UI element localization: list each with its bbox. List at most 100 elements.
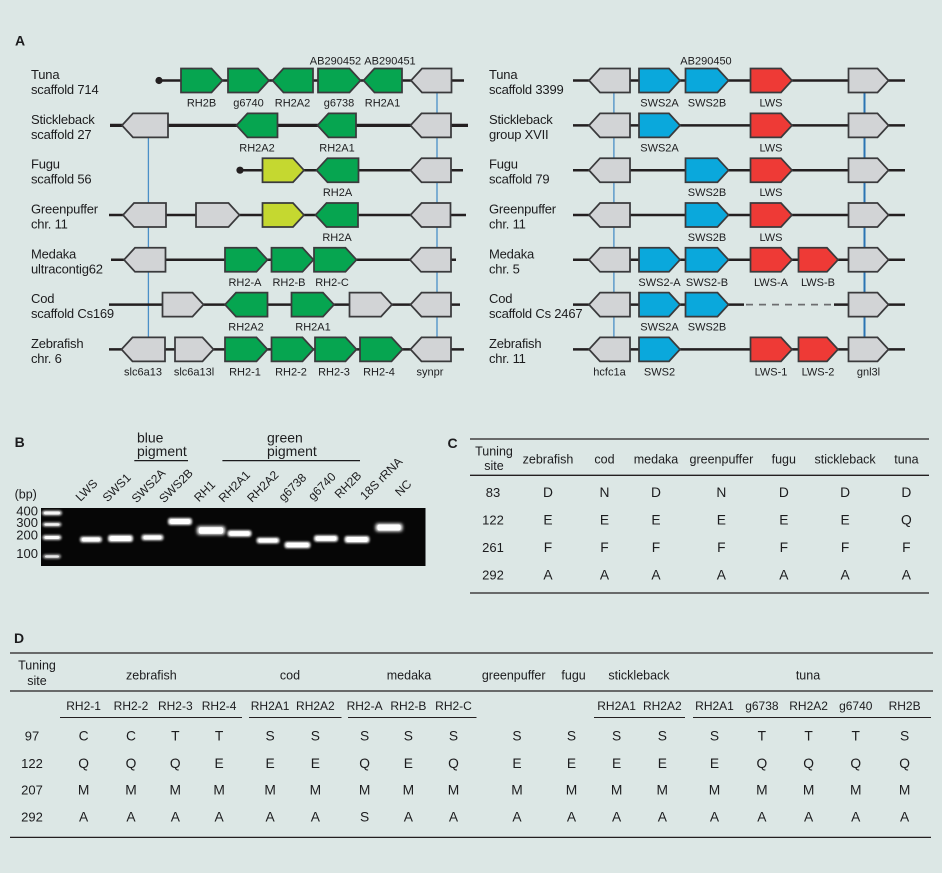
svg-text:A: A [851, 809, 861, 824]
svg-text:A: A [710, 809, 720, 824]
svg-text:Zebrafish: Zebrafish [31, 336, 83, 351]
svg-text:200: 200 [16, 528, 38, 543]
svg-text:scaffold 79: scaffold 79 [489, 172, 549, 187]
svg-text:cod: cod [594, 453, 614, 467]
svg-text:scaffold 27: scaffold 27 [31, 127, 91, 142]
svg-text:A: A [717, 567, 727, 582]
svg-text:S: S [567, 729, 576, 744]
svg-text:A: A [512, 809, 522, 824]
svg-text:tuna: tuna [894, 453, 918, 467]
svg-text:M: M [511, 782, 523, 797]
svg-text:M: M [448, 782, 460, 797]
svg-text:green: green [267, 430, 303, 446]
svg-text:S: S [311, 729, 320, 744]
svg-text:S: S [512, 729, 521, 744]
svg-text:Cod: Cod [489, 291, 512, 306]
svg-text:RH2A2: RH2A2 [239, 142, 274, 154]
svg-text:medaka: medaka [387, 669, 432, 683]
svg-text:S: S [710, 729, 719, 744]
svg-text:RH2-1: RH2-1 [66, 699, 101, 713]
svg-text:S: S [404, 729, 413, 744]
svg-text:scaffold 56: scaffold 56 [31, 172, 91, 187]
svg-text:slc6a13: slc6a13 [124, 366, 162, 378]
svg-text:M: M [403, 782, 415, 797]
svg-text:F: F [600, 540, 608, 555]
svg-text:N: N [600, 485, 610, 500]
svg-text:RH2-1: RH2-1 [229, 366, 261, 378]
svg-text:122: 122 [21, 756, 43, 771]
svg-text:RH2B: RH2B [889, 699, 921, 713]
svg-text:Q: Q [448, 756, 459, 771]
svg-text:M: M [566, 782, 578, 797]
svg-text:M: M [78, 782, 90, 797]
svg-text:RH2-3: RH2-3 [158, 699, 193, 713]
svg-text:D: D [779, 485, 789, 500]
svg-text:RH2-4: RH2-4 [363, 366, 395, 378]
svg-text:LWS-A: LWS-A [754, 277, 789, 289]
svg-text:83: 83 [486, 485, 500, 500]
svg-text:SWS2B: SWS2B [688, 98, 727, 110]
svg-text:F: F [841, 540, 849, 555]
svg-text:Q: Q [757, 756, 768, 771]
svg-text:scaffold Cs 2467: scaffold Cs 2467 [489, 306, 582, 321]
svg-text:E: E [658, 756, 667, 771]
svg-text:SWS2A: SWS2A [640, 322, 679, 334]
svg-text:Medaka: Medaka [31, 246, 77, 261]
svg-text:RH2A: RH2A [323, 187, 353, 199]
svg-text:SWS2-B: SWS2-B [686, 277, 728, 289]
svg-text:F: F [544, 540, 552, 555]
svg-text:Q: Q [901, 513, 912, 528]
svg-text:RH2-C: RH2-C [435, 699, 472, 713]
svg-text:AB290451: AB290451 [364, 56, 415, 68]
svg-text:RH2A2: RH2A2 [296, 699, 335, 713]
svg-text:261: 261 [482, 540, 504, 555]
svg-text:E: E [214, 756, 223, 771]
svg-text:T: T [758, 729, 767, 744]
svg-text:g6740: g6740 [839, 699, 873, 713]
svg-text:E: E [265, 756, 274, 771]
svg-text:SWS2B: SWS2B [688, 322, 727, 334]
svg-text:M: M [170, 782, 182, 797]
svg-text:A: A [612, 809, 622, 824]
svg-text:M: M [756, 782, 768, 797]
svg-text:Q: Q [850, 756, 861, 771]
svg-text:fugu: fugu [772, 453, 796, 467]
svg-text:RH2-A: RH2-A [347, 699, 383, 713]
svg-text:F: F [717, 540, 725, 555]
svg-text:AB290452: AB290452 [310, 56, 361, 68]
svg-text:SWS2A: SWS2A [640, 142, 679, 154]
svg-text:chr. 11: chr. 11 [31, 217, 68, 232]
svg-text:M: M [709, 782, 721, 797]
svg-text:g6740: g6740 [233, 98, 264, 110]
svg-text:LWS: LWS [759, 187, 782, 199]
svg-text:Medaka: Medaka [489, 246, 535, 261]
svg-text:A: A [449, 809, 459, 824]
svg-text:RH2A1: RH2A1 [295, 322, 330, 334]
svg-text:Fugu: Fugu [489, 157, 518, 172]
svg-text:A: A [171, 809, 181, 824]
svg-text:F: F [652, 540, 660, 555]
svg-text:A: A [79, 809, 89, 824]
svg-text:Q: Q [899, 756, 910, 771]
svg-text:ultracontig62: ultracontig62 [31, 261, 103, 276]
svg-text:E: E [779, 513, 788, 528]
svg-text:A: A [804, 809, 814, 824]
svg-text:g6738: g6738 [324, 98, 355, 110]
svg-text:N: N [716, 485, 726, 500]
svg-text:S: S [612, 729, 621, 744]
svg-text:M: M [803, 782, 815, 797]
svg-text:Zebrafish: Zebrafish [489, 336, 541, 351]
svg-text:site: site [484, 459, 504, 473]
svg-text:Fugu: Fugu [31, 157, 60, 172]
svg-text:Greenpuffer: Greenpuffer [489, 202, 557, 217]
svg-text:A: A [265, 809, 275, 824]
svg-text:RH2-B: RH2-B [390, 699, 426, 713]
svg-text:A: A [757, 809, 767, 824]
svg-text:hcfc1a: hcfc1a [593, 366, 626, 378]
svg-text:A: A [214, 809, 224, 824]
svg-text:chr. 5: chr. 5 [489, 261, 520, 276]
svg-text:LWS: LWS [759, 98, 782, 110]
svg-text:RH2A2: RH2A2 [643, 699, 682, 713]
svg-text:group XVII: group XVII [489, 127, 548, 142]
svg-text:(bp): (bp) [15, 488, 37, 502]
